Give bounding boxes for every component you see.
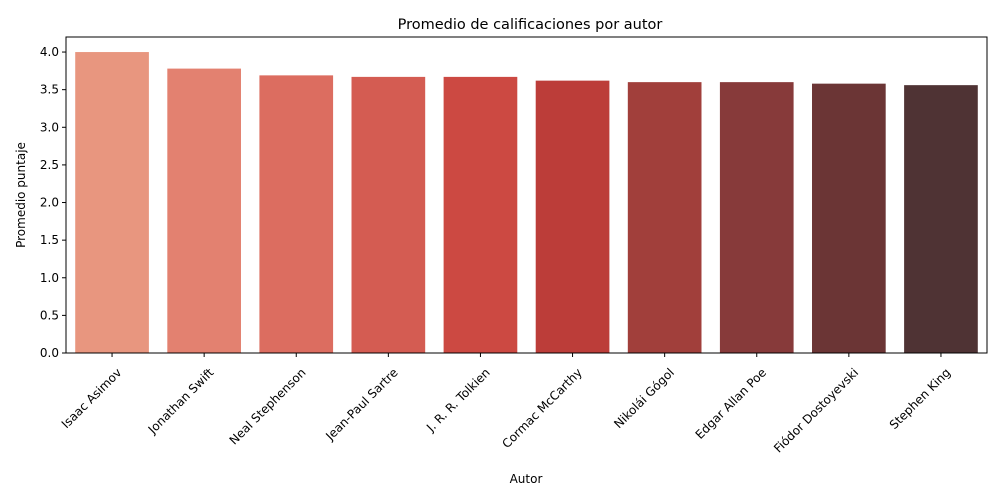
y-tick-label: 4.0 — [40, 45, 59, 59]
bar — [443, 76, 518, 353]
y-axis-label: Promedio puntaje — [14, 142, 28, 248]
y-tick-label: 3.5 — [40, 83, 59, 97]
x-tick-label: Nikolái Gógol — [611, 365, 677, 431]
bar — [904, 85, 978, 354]
chart-title: Promedio de calificaciones por autor — [398, 17, 663, 33]
x-tick-label: Jean-Paul Sartre — [322, 365, 400, 443]
x-tick-label: Stephen King — [887, 365, 954, 432]
x-axis: Isaac Asimov Jonathan Swift Neal Stephenso… — [59, 353, 954, 456]
bar — [627, 82, 702, 353]
bar — [259, 75, 334, 354]
x-tick-label: Neal Stephenson — [227, 365, 309, 447]
bar — [535, 80, 610, 353]
x-axis-label: Autor — [510, 472, 543, 486]
bars-layer — [75, 52, 978, 354]
y-tick-label: 2.0 — [40, 196, 59, 210]
bar — [75, 52, 149, 354]
y-tick-label: 3.0 — [40, 120, 59, 134]
y-tick-label: 0.5 — [40, 308, 59, 322]
y-tick-label: 0.0 — [40, 346, 59, 360]
y-tick-label: 2.5 — [40, 158, 59, 172]
bar — [167, 68, 241, 353]
x-tick-label: Cormac McCarthy — [499, 365, 585, 451]
bar — [812, 83, 886, 354]
bar — [719, 82, 794, 353]
x-tick-label: Isaac Asimov — [59, 365, 125, 431]
y-axis: 0.0 0.5 1.0 1.5 2.0 2.5 3.0 3.5 4.0 — [40, 45, 66, 360]
x-tick-label: Fiódor Dostoyevski — [771, 365, 861, 455]
x-tick-label: Jonathan Swift — [145, 365, 217, 437]
y-tick-label: 1.0 — [40, 271, 59, 285]
x-tick-label: J. R. R. Tolkien — [423, 365, 493, 435]
bar — [351, 76, 426, 353]
plot-frame — [65, 36, 988, 354]
y-tick-label: 1.5 — [40, 233, 59, 247]
x-tick-label: Edgar Allan Poe — [693, 365, 769, 441]
